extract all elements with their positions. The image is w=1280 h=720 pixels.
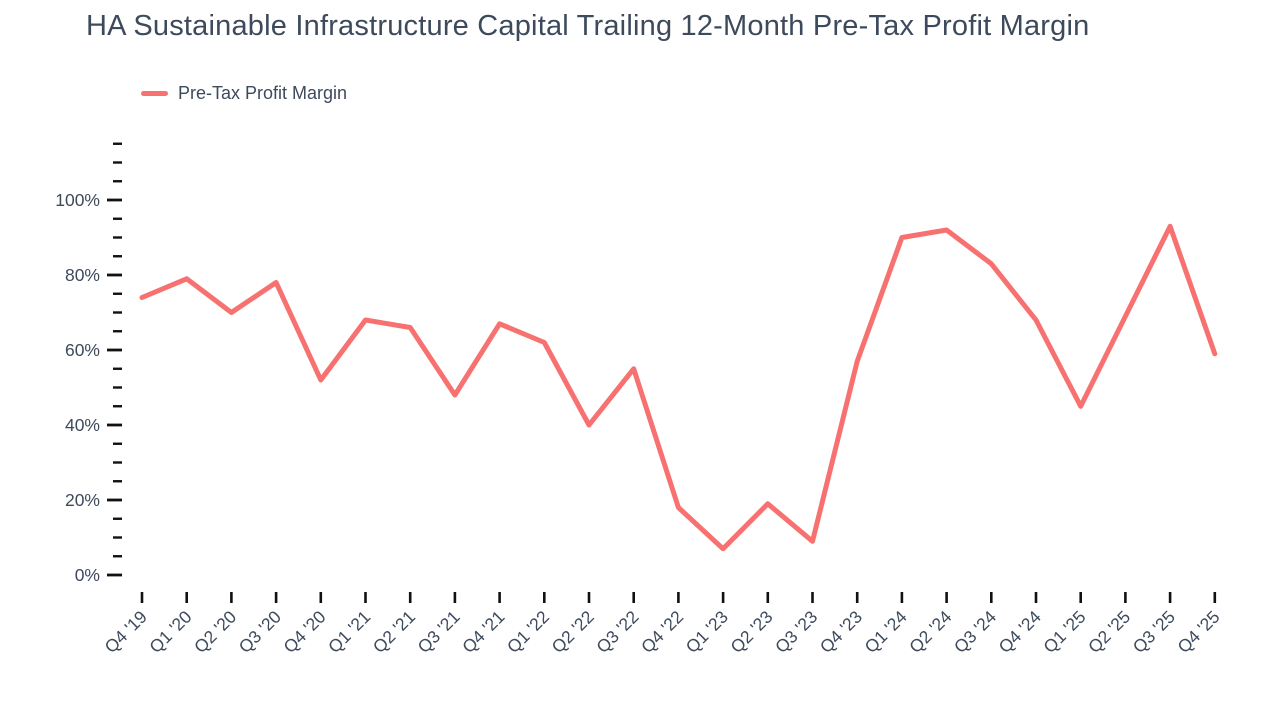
legend-series-label: Pre-Tax Profit Margin [178, 83, 348, 103]
x-axis-tick-label: Q1 '24 [861, 606, 911, 656]
x-axis-tick-label: Q4 '23 [816, 607, 866, 657]
x-axis-tick-label: Q3 '25 [1129, 607, 1179, 657]
x-axis-tick-label: Q2 '24 [905, 606, 955, 656]
x-axis-tick-label: Q2 '25 [1084, 607, 1134, 657]
x-axis-tick-label: Q4 '20 [279, 606, 329, 656]
x-axis-tick-label: Q4 '21 [458, 607, 508, 657]
x-axis-tick-label: Q2 '22 [548, 607, 598, 657]
x-axis-tick-label: Q4 '22 [637, 607, 687, 657]
x-axis-tick-label: Q2 '20 [190, 606, 240, 656]
x-axis-tick-label: Q1 '22 [503, 607, 553, 657]
x-axis-tick-label: Q1 '25 [1039, 607, 1089, 657]
y-axis-tick-label: 40% [65, 415, 100, 435]
y-axis-tick-label: 100% [55, 190, 100, 210]
x-axis-tick-label: Q3 '22 [592, 607, 642, 657]
x-axis-tick-label: Q2 '21 [369, 607, 419, 657]
x-axis-tick-label: Q3 '20 [235, 606, 285, 656]
x-axis-tick-label: Q3 '21 [414, 607, 464, 657]
x-axis-tick-label: Q4 '24 [995, 606, 1045, 656]
x-axis-tick-label: Q3 '23 [771, 607, 821, 657]
y-axis-tick-label: 60% [65, 340, 100, 360]
y-axis-tick-label: 0% [75, 565, 100, 585]
y-axis-tick-label: 20% [65, 490, 100, 510]
y-axis-tick-label: 80% [65, 265, 100, 285]
x-axis-tick-label: Q1 '21 [324, 607, 374, 657]
x-axis-tick-label: Q4 '19 [101, 607, 151, 657]
x-axis-tick-label: Q3 '24 [950, 606, 1000, 656]
page-title: HA Sustainable Infrastructure Capital Tr… [86, 10, 1090, 42]
chart-legend: Pre-Tax Profit Margin [141, 83, 347, 104]
x-axis-tick-label: Q4 '25 [1173, 607, 1223, 657]
legend-line-swatch-icon [141, 91, 168, 96]
x-axis-tick-label: Q1 '23 [682, 607, 732, 657]
series-line-pre-tax-profit-margin [139, 223, 1218, 552]
x-axis-tick-label: Q2 '23 [726, 607, 776, 657]
x-axis-tick-label: Q1 '20 [145, 606, 195, 656]
